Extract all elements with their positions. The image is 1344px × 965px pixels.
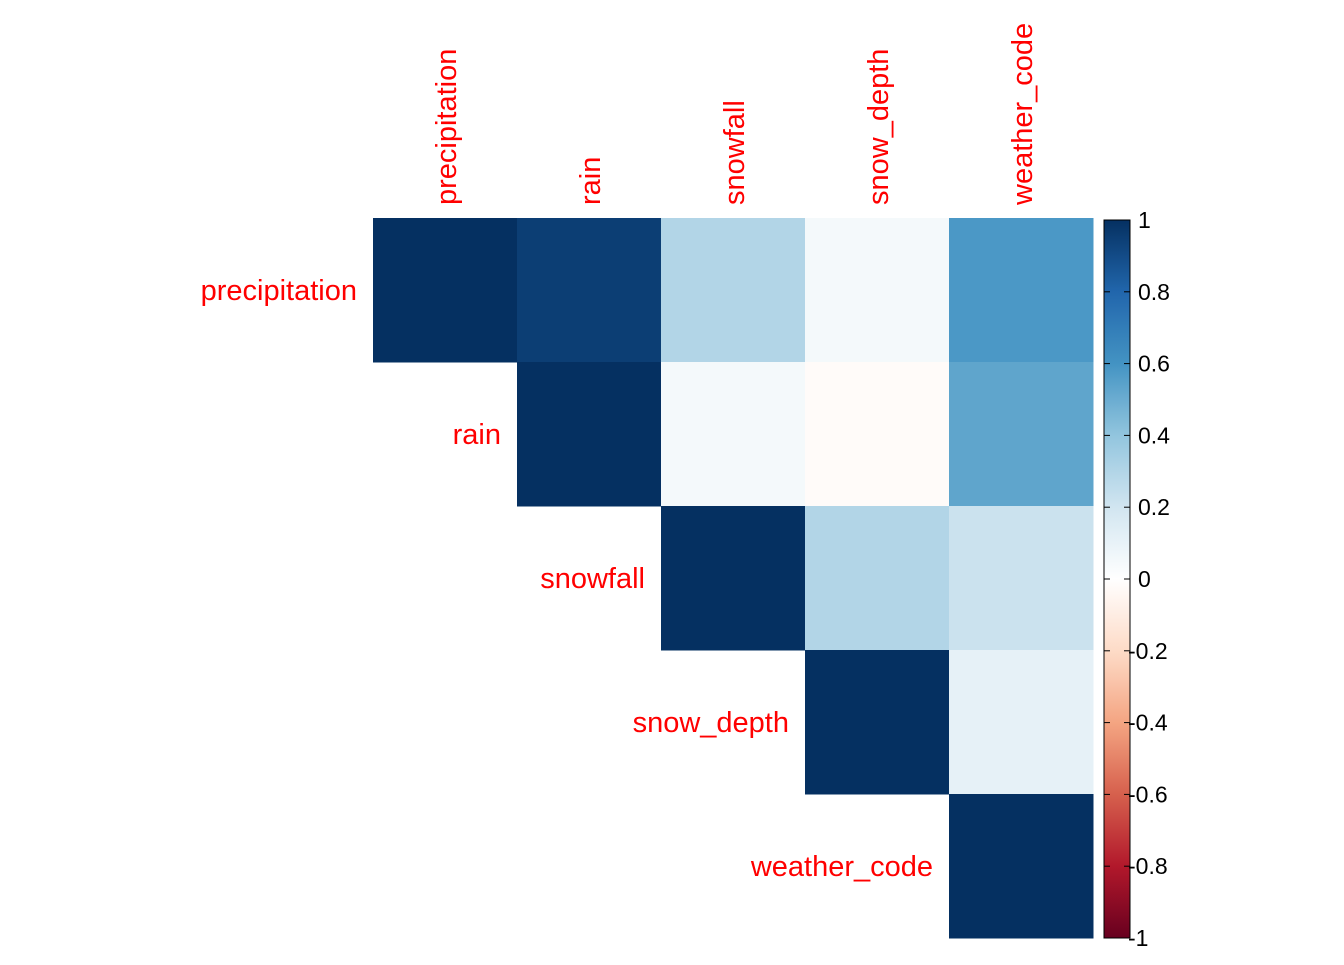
heatmap-cell-snowfall-weather_code: [949, 506, 1094, 651]
heatmap-cell-snowfall-snow_depth: [805, 506, 950, 651]
legend-tick-label: 0.8: [1138, 279, 1170, 305]
legend-tick-label: -0.2: [1128, 638, 1168, 664]
row-label-snow_depth: snow_depth: [633, 707, 789, 739]
heatmap-cell-precipitation-rain: [517, 218, 662, 363]
heatmap-cell-precipitation-snow_depth: [805, 218, 950, 363]
legend-tick-label: 0.2: [1138, 494, 1170, 520]
row-label-snowfall: snowfall: [540, 563, 645, 595]
heatmap-cell-rain-snow_depth: [805, 362, 950, 507]
row-label-rain: rain: [453, 419, 501, 451]
heatmap-cell-snowfall-snowfall: [661, 506, 806, 651]
row-label-weather_code: weather_code: [750, 851, 933, 883]
legend-tick-label: 1: [1138, 207, 1151, 233]
legend-tick-label: -1: [1128, 925, 1148, 951]
column-label-precipitation: precipitation: [431, 49, 463, 205]
row-labels: precipitation rain snowfall snow_depthweath…: [201, 275, 933, 883]
heatmap-cell-precipitation-weather_code: [949, 218, 1094, 363]
column-label-weather_code: weather_code: [1007, 23, 1039, 206]
heatmap-cell-weather_code-weather_code: [949, 794, 1094, 939]
legend-tick-label: -0.4: [1128, 710, 1168, 736]
legend-tick-label: -0.8: [1128, 853, 1168, 879]
column-label-snow_depth: snow_depth: [863, 49, 895, 205]
heatmap-cells: [373, 218, 1094, 939]
heatmap-cell-precipitation-snowfall: [661, 218, 806, 363]
legend-tick-label: 0.6: [1138, 351, 1170, 377]
row-label-precipitation: precipitation: [201, 275, 357, 307]
heatmap-cell-rain-snowfall: [661, 362, 806, 507]
column-labels: precipitation rain snowfall snow_depth weath…: [431, 23, 1039, 206]
heatmap-cell-precipitation-precipitation: [373, 218, 518, 363]
legend-tick-label: -0.6: [1128, 781, 1168, 807]
legend-tick-label: 0: [1138, 566, 1151, 592]
column-label-snowfall: snowfall: [719, 100, 751, 205]
heatmap-cell-rain-weather_code: [949, 362, 1094, 507]
heatmap-cell-rain-rain: [517, 362, 662, 507]
color-legend: 1 0.8 0.6 0.4 0.2 0 -0.2 -0.4 -0.6 -0.8 -1: [1103, 207, 1170, 951]
heatmap-cell-snow_depth-snow_depth: [805, 650, 950, 795]
column-label-rain: rain: [575, 157, 607, 205]
legend-tick-label: 0.4: [1138, 422, 1170, 448]
heatmap-cell-snow_depth-weather_code: [949, 650, 1094, 795]
